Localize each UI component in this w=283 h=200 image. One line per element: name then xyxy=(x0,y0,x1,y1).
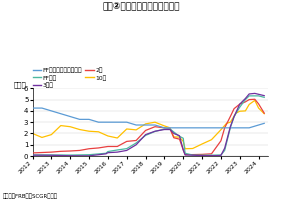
Text: （％）: （％） xyxy=(14,81,26,88)
Legend: FF金利（長期見通し）, FF金利, 3か月, 2年, 10年: FF金利（長期見通し）, FF金利, 3か月, 2年, 10年 xyxy=(33,68,107,88)
Text: 図表②　政策金利と国債利回り: 図表② 政策金利と国債利回り xyxy=(103,2,180,11)
Text: （出所：FRBよわSCGR作成）: （出所：FRBよわSCGR作成） xyxy=(3,193,58,199)
